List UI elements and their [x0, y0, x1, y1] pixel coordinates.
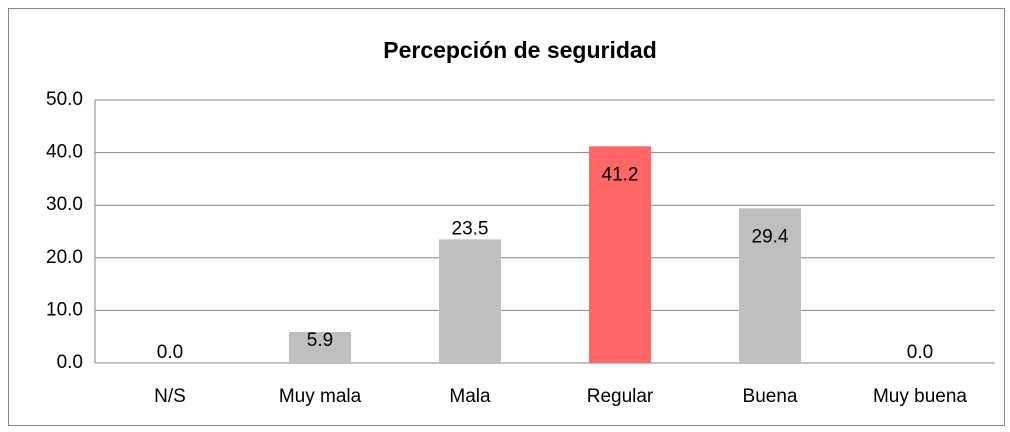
data-label: 0.0: [907, 342, 933, 363]
x-tick-label: N/S: [154, 386, 186, 407]
x-tick-label: Muy mala: [279, 386, 362, 407]
y-tick-label: 20.0: [46, 247, 83, 268]
data-label: 5.9: [307, 330, 333, 351]
y-tick-label: 10.0: [46, 299, 83, 320]
bar: [739, 208, 801, 363]
bar: [289, 331, 351, 363]
y-tick-label: 30.0: [46, 194, 83, 215]
chart-title: Percepción de seguridad: [383, 37, 657, 63]
y-tick-label: 0.0: [57, 352, 83, 373]
data-label: 41.2: [602, 164, 639, 185]
data-label: 0.0: [157, 342, 183, 363]
x-tick-label: Mala: [449, 386, 491, 407]
x-tick-label: Muy buena: [873, 386, 967, 407]
data-label: 29.4: [752, 226, 789, 247]
y-tick-label: 50.0: [46, 89, 83, 110]
bar: [589, 146, 651, 363]
x-tick-label: Buena: [743, 386, 798, 407]
y-tick-label: 40.0: [46, 142, 83, 163]
bar: [439, 239, 501, 363]
data-label: 23.5: [452, 218, 489, 239]
chart-frame: [8, 8, 1005, 426]
x-tick-label: Regular: [587, 386, 654, 407]
